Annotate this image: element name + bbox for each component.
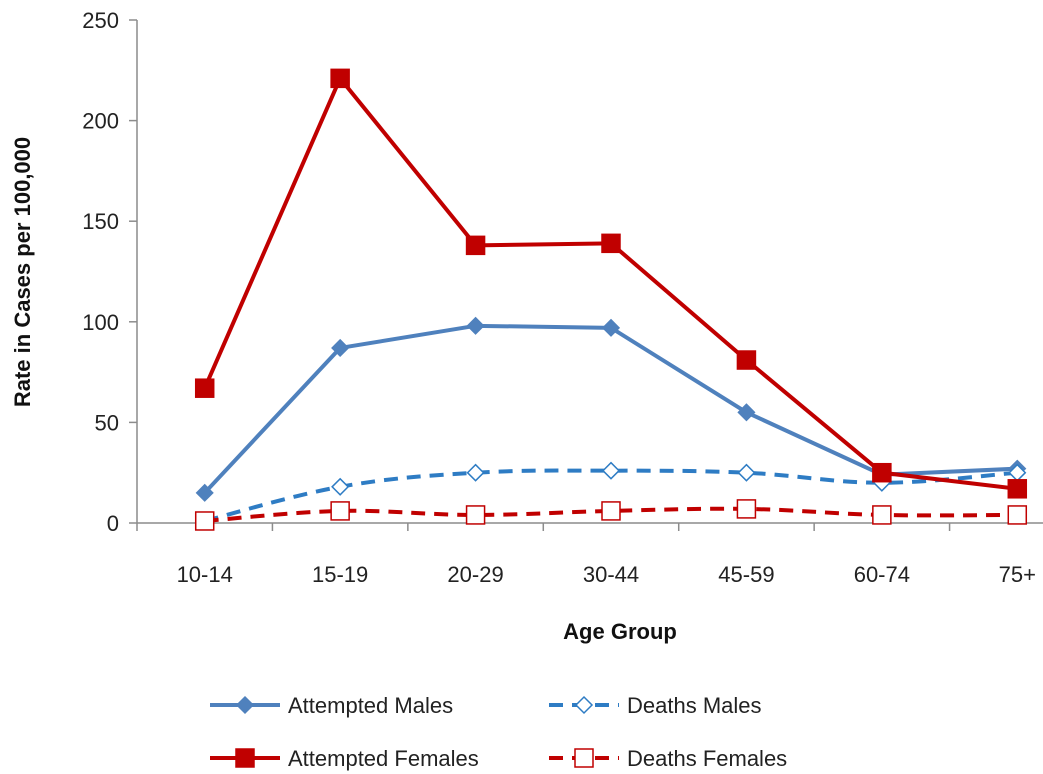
y-tick-label: 150 (82, 209, 119, 234)
x-tick-label: 45-59 (718, 562, 774, 587)
series-deaths-males (195, 461, 1027, 531)
data-point (466, 316, 485, 335)
y-tick-label: 50 (95, 410, 119, 435)
x-tick-label: 10-14 (177, 562, 233, 587)
data-point (736, 350, 757, 370)
data-point (601, 233, 621, 254)
x-tick-label: 20-29 (447, 562, 503, 587)
data-point (194, 378, 215, 398)
series-attempted-females (194, 68, 1028, 499)
data-point (1007, 479, 1028, 499)
data-point (1007, 505, 1028, 525)
data-point (872, 462, 892, 483)
legend-label: Attempted Males (288, 693, 453, 718)
data-point (195, 483, 214, 502)
x-tick-label: 15-19 (312, 562, 368, 587)
legend-label: Attempted Females (288, 746, 479, 771)
y-tick-labels: 0 50 100 150 200 250 (82, 8, 119, 536)
y-axis-title: Rate in Cases per 100,000 (10, 137, 35, 407)
x-tick-label: 75+ (999, 562, 1036, 587)
y-tick-label: 200 (82, 109, 119, 134)
y-tick-label: 250 (82, 8, 119, 33)
data-point (331, 338, 350, 358)
data-point (194, 511, 215, 531)
x-axis-title: Age Group (563, 619, 677, 644)
legend-item: Deaths Females (549, 746, 787, 771)
data-point (465, 505, 486, 525)
data-point (330, 501, 350, 521)
axes (129, 19, 1043, 531)
legend-item: Attempted Males (210, 693, 453, 718)
x-tick-label: 30-44 (583, 562, 639, 587)
legend-marker (235, 748, 255, 768)
data-point (737, 463, 756, 482)
data-point (601, 501, 621, 521)
data-point (736, 499, 757, 519)
x-tick-label: 60-74 (854, 562, 910, 587)
legend-label: Deaths Males (627, 693, 762, 718)
data-point (466, 463, 485, 482)
data-point (737, 403, 756, 422)
data-point (465, 235, 486, 256)
series-line (202, 76, 1018, 491)
data-point (331, 477, 350, 496)
legend-marker (235, 695, 255, 715)
x-tick-labels: 10-14 15-19 20-29 30-44 45-59 60-74 75+ (177, 562, 1036, 587)
data-point (601, 461, 621, 480)
y-tick-label: 100 (82, 310, 119, 335)
legend: Attempted Males Deaths Males Attempted Fem… (210, 693, 787, 771)
legend-item: Attempted Females (210, 746, 479, 771)
y-tick-label: 0 (107, 511, 119, 536)
legend-item: Deaths Males (549, 693, 762, 718)
data-point (601, 318, 621, 337)
legend-marker (574, 695, 594, 715)
legend-marker (574, 748, 594, 768)
series-deaths-females (194, 499, 1028, 531)
series-layer (194, 68, 1028, 531)
data-point (330, 68, 350, 89)
legend-label: Deaths Females (627, 746, 787, 771)
data-point (872, 505, 892, 525)
